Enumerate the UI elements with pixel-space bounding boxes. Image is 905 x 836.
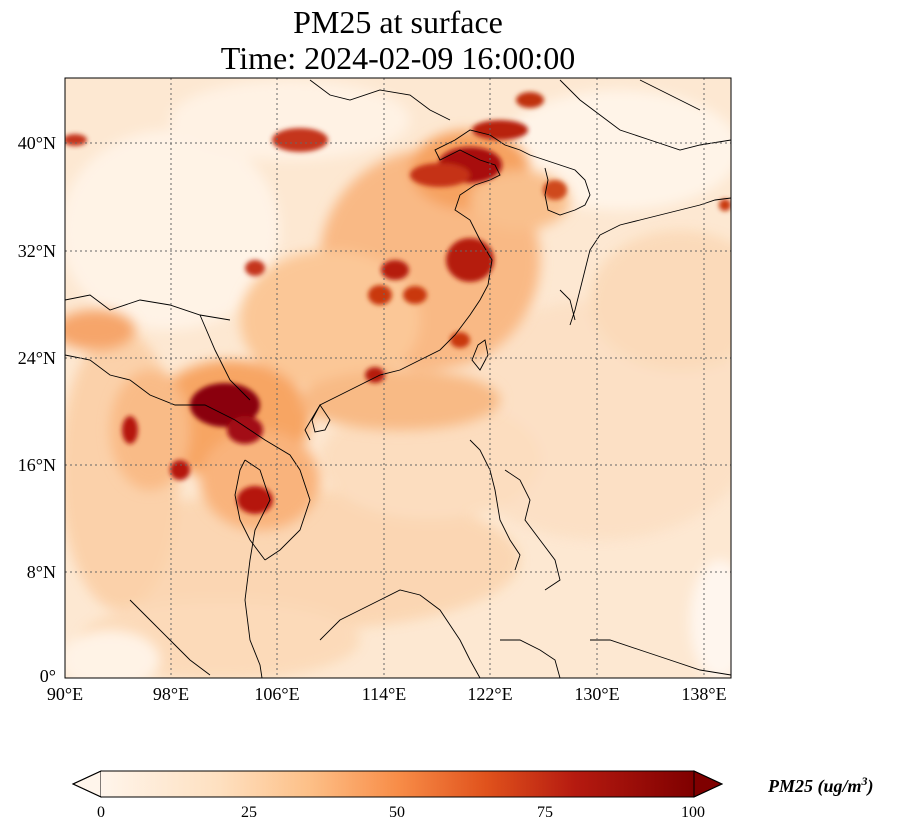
- colorbar-tick-75: 75: [537, 804, 553, 821]
- gridlines: [65, 78, 731, 678]
- colorbar-tick-0: 0: [97, 804, 105, 821]
- lat-label-16n: 16°N: [17, 455, 56, 475]
- colorbar-tick-25: 25: [241, 804, 257, 821]
- map-time: Time: 2024-02-09 16:00:00: [220, 40, 576, 76]
- colorbar-tick-50: 50: [389, 804, 405, 821]
- lon-label-106e: 106°E: [254, 684, 300, 704]
- colorbar-label: PM25 (ug/m3): [768, 774, 874, 796]
- lon-label-98e: 98°E: [152, 684, 190, 704]
- lon-label-122e: 122°E: [467, 684, 513, 704]
- lat-label-32n: 32°N: [17, 241, 56, 261]
- colorbar-gradient: [101, 771, 694, 797]
- colorbar-max-extend: [693, 770, 724, 798]
- lat-label-24n: 24°N: [17, 348, 56, 368]
- lat-label-40n: 40°N: [17, 133, 56, 153]
- lat-label-0: 0°: [39, 666, 56, 686]
- lon-label-114e: 114°E: [361, 684, 407, 704]
- colorbar-tick-100: 100: [681, 804, 705, 821]
- colorbar: [71, 770, 724, 798]
- colorbar-min-extend: [71, 770, 102, 798]
- map-figure: [64, 77, 732, 679]
- lon-label-90e: 90°E: [46, 684, 84, 704]
- pm25-field: [65, 78, 731, 678]
- lon-label-138e: 138°E: [681, 684, 727, 704]
- coastlines: [65, 79, 731, 678]
- map-frame: [64, 77, 732, 679]
- map-title: PM25 at surface: [293, 4, 503, 40]
- lon-label-130e: 130°E: [574, 684, 620, 704]
- lat-label-8n: 8°N: [26, 562, 56, 582]
